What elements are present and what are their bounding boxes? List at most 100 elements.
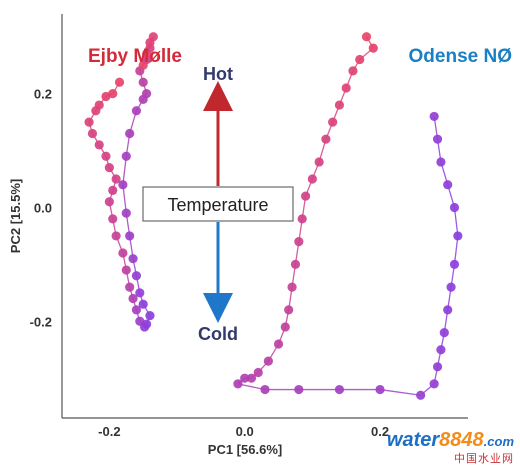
data-point xyxy=(138,299,148,309)
data-point xyxy=(355,54,365,65)
data-point xyxy=(128,254,138,264)
data-point xyxy=(84,117,94,127)
data-point xyxy=(436,345,446,355)
data-point xyxy=(111,231,121,241)
data-point xyxy=(91,106,101,116)
data-point xyxy=(453,231,463,241)
watermark-brand-main: water xyxy=(386,429,440,451)
data-point xyxy=(118,180,128,190)
data-point xyxy=(449,259,460,269)
data-point xyxy=(328,117,338,127)
data-point xyxy=(101,151,111,161)
series-segment xyxy=(122,156,127,185)
data-point xyxy=(280,322,290,332)
data-point xyxy=(104,163,114,173)
data-point xyxy=(121,265,131,275)
data-point xyxy=(104,197,114,207)
data-point xyxy=(416,390,426,400)
data-point xyxy=(253,367,263,378)
cold-label: Cold xyxy=(198,324,238,344)
data-point xyxy=(307,174,317,184)
data-point xyxy=(301,191,311,201)
data-point xyxy=(361,32,372,42)
watermark-subtitle: 中国水业网 xyxy=(454,453,514,465)
series-segment xyxy=(453,235,459,265)
data-point xyxy=(118,248,128,258)
data-point xyxy=(334,384,345,395)
data-point xyxy=(260,384,270,395)
data-point xyxy=(141,89,152,99)
series-group xyxy=(233,32,463,400)
data-point xyxy=(294,237,304,247)
data-point xyxy=(240,373,250,383)
x-tick-label: -0.2 xyxy=(98,424,120,439)
data-point xyxy=(297,214,307,224)
data-point xyxy=(145,310,155,321)
data-point xyxy=(121,208,131,218)
data-point xyxy=(334,100,345,110)
series-segment xyxy=(237,383,266,391)
chart-trajectories xyxy=(84,32,463,400)
data-point xyxy=(432,134,443,144)
data-point xyxy=(125,231,135,241)
data-point xyxy=(287,282,297,292)
data-point xyxy=(121,151,131,161)
data-point xyxy=(135,288,145,298)
data-point xyxy=(131,305,142,315)
data-point xyxy=(125,282,135,292)
data-point xyxy=(108,214,118,224)
data-point xyxy=(341,83,351,93)
y-tick-label: 0.2 xyxy=(34,87,52,102)
chart-labels: Ejby Mølle Odense NØ Hot Cold Temperature xyxy=(88,46,512,344)
series-segment xyxy=(122,184,127,214)
data-point xyxy=(101,91,111,102)
hot-label: Hot xyxy=(203,64,233,84)
data-point xyxy=(368,43,378,53)
series-label: Odense NØ xyxy=(409,46,512,67)
data-point xyxy=(141,319,152,329)
x-tick-label: 0.0 xyxy=(236,424,254,439)
watermark-brand-suffix: .com xyxy=(483,434,514,449)
series-label: Ejby Mølle xyxy=(88,46,182,67)
x-axis-title: PC1 [56.6%] xyxy=(208,442,282,457)
data-point xyxy=(375,384,385,395)
data-point xyxy=(108,185,118,195)
y-tick-label: -0.2 xyxy=(30,314,52,329)
data-point xyxy=(114,77,125,87)
chart-axes: -0.2 0.0 0.2 -0.2 0.0 0.2 PC1 [56.6%] PC2 [15.5… xyxy=(8,14,468,457)
data-point xyxy=(128,293,138,304)
data-point xyxy=(443,180,453,190)
data-point xyxy=(314,157,324,167)
data-point xyxy=(111,174,121,184)
temperature-label: Temperature xyxy=(167,195,268,215)
data-point xyxy=(432,362,443,372)
watermark-logo: water8848.com 中国水业网 xyxy=(387,430,514,466)
data-point xyxy=(449,202,460,213)
data-point xyxy=(138,77,148,87)
data-point xyxy=(439,328,449,338)
temperature-box xyxy=(142,186,294,222)
data-point xyxy=(348,66,358,76)
data-point xyxy=(429,379,439,389)
data-point xyxy=(429,111,439,122)
data-point xyxy=(443,305,453,315)
data-point xyxy=(294,384,304,395)
watermark-brand-accent: 8848 xyxy=(439,429,484,451)
data-point xyxy=(87,128,98,139)
data-point xyxy=(233,379,243,389)
series-segment xyxy=(453,207,459,236)
series-group xyxy=(84,32,158,332)
data-point xyxy=(141,49,152,59)
data-point xyxy=(131,271,142,281)
data-point xyxy=(263,356,273,366)
data-point xyxy=(125,128,135,139)
y-tick-label: 0.0 xyxy=(34,200,52,215)
data-point xyxy=(284,305,294,315)
data-point xyxy=(145,37,155,48)
data-point xyxy=(131,106,142,116)
data-point xyxy=(246,373,257,383)
data-point xyxy=(138,60,148,70)
data-point xyxy=(290,259,301,269)
data-point xyxy=(436,157,446,167)
